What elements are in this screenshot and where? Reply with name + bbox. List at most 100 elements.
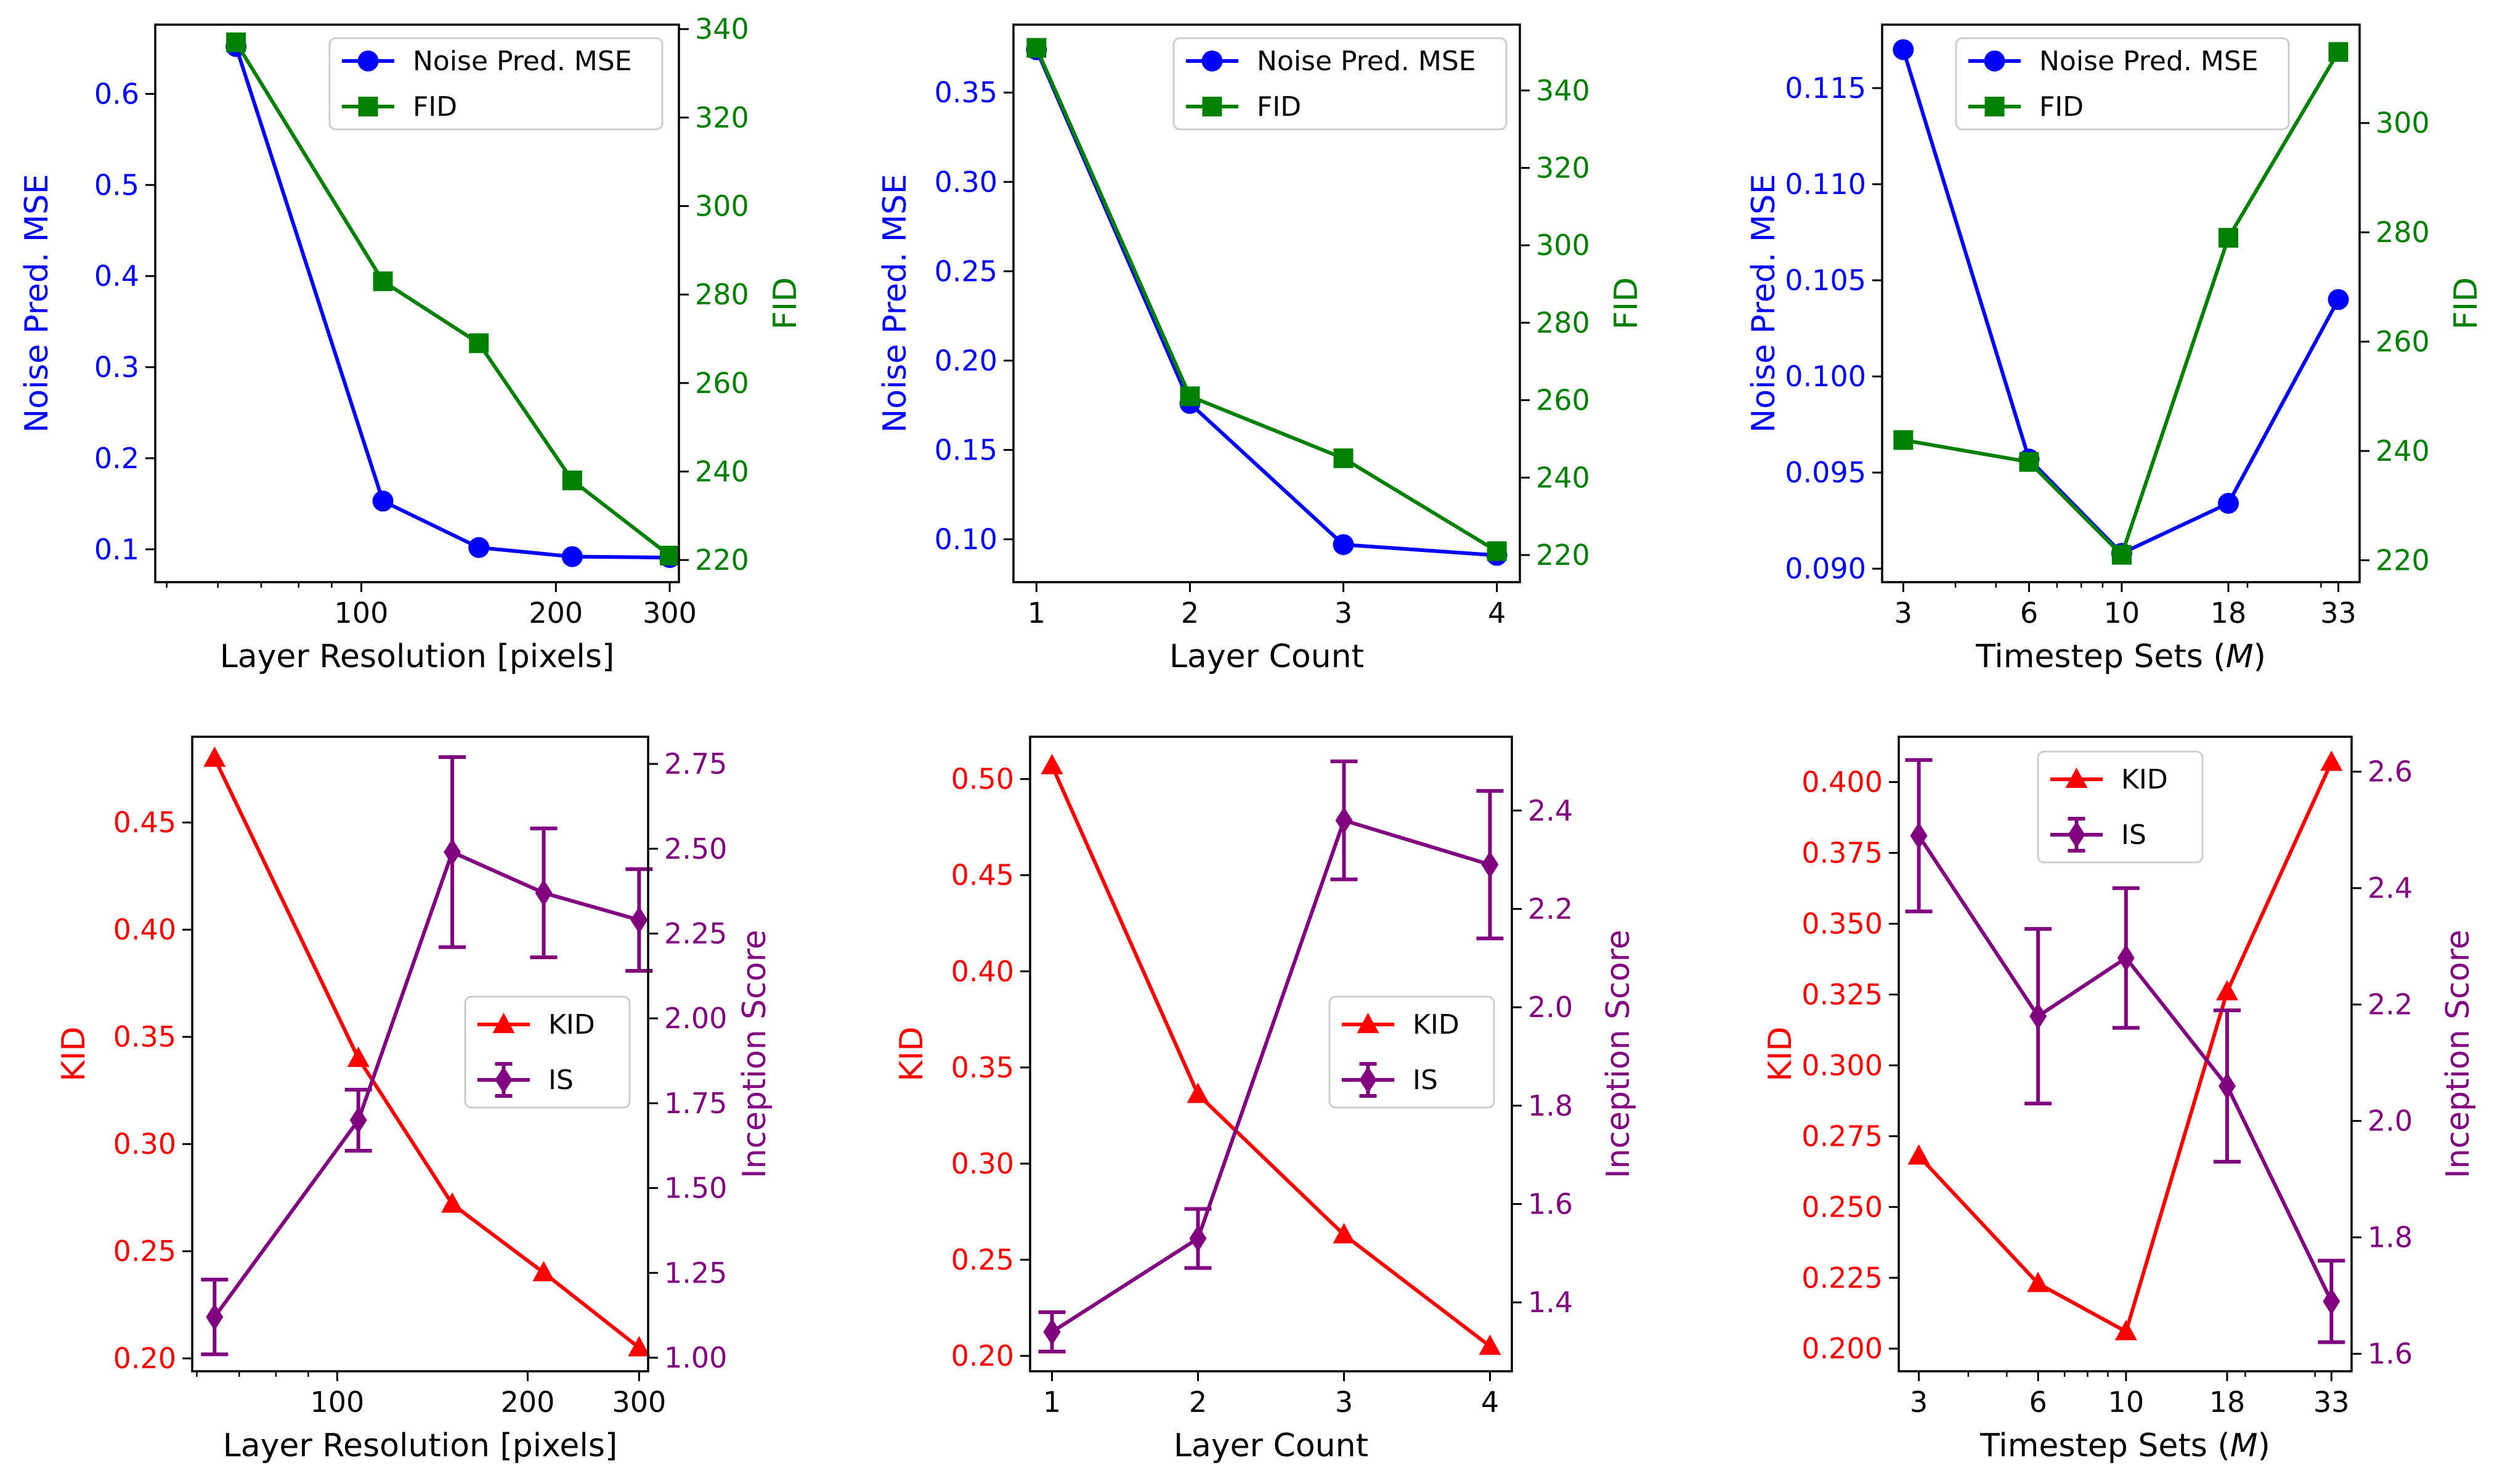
x-tick-label: 3 [1335, 1385, 1353, 1419]
x-tick-label: 33 [2320, 596, 2357, 630]
right-y-axis-label: FID [2448, 277, 2485, 330]
left-y-tick-label: 0.1 [94, 533, 139, 566]
data-point-square [1333, 448, 1354, 468]
right-y-tick-label: 1.8 [1528, 1089, 1573, 1122]
left-y-tick-label: 0.275 [1801, 1119, 1883, 1153]
legend-box [1172, 37, 1508, 131]
legend-marker [2065, 768, 2088, 788]
x-tick-label: 10 [2104, 596, 2140, 630]
right-y-axis-label: Inception Score [1600, 930, 1637, 1178]
x-tick-label: 3 [1334, 596, 1352, 630]
data-point-triangle [1907, 1144, 1930, 1165]
x-tick-label: 200 [529, 596, 583, 630]
right-y-tick-label: 2.2 [1528, 892, 1573, 925]
right-y-tick-label: 2.00 [664, 1002, 727, 1035]
legend-label: Noise Pred. MSE [413, 46, 632, 77]
right-y-axis-label: Inception Score [736, 930, 773, 1178]
x-tick-label: 10 [2108, 1385, 2145, 1419]
right-y-tick-label: 2.0 [1528, 991, 1573, 1024]
right-y-tick-label: 1.8 [2368, 1221, 2413, 1254]
right-y-tick-label: 300 [1536, 229, 1590, 262]
data-point-circle [2218, 493, 2239, 514]
right-y-tick-label: 240 [695, 455, 749, 488]
x-axis-label-part: M [2230, 1427, 2258, 1464]
data-point-diamond [1043, 1318, 1061, 1346]
left-y-tick-label: 0.20 [935, 344, 997, 377]
x-axis-label-part: ) [2258, 1427, 2270, 1464]
legend-label: KID [548, 1009, 595, 1040]
series-line-kid [1050, 764, 1492, 1348]
right-y-tick-label: 2.75 [664, 747, 727, 781]
x-tick-label: 4 [1488, 596, 1506, 630]
legend-marker [1359, 1066, 1377, 1093]
axes-frame [1012, 23, 1521, 583]
left-y-tick-label: 0.25 [951, 1243, 1014, 1276]
chart-panel-3: 3 6 10 18 33 0.090 0.095 0.100 0.105 0.110 0.115 22… [1745, 23, 2485, 675]
data-point-square [1893, 430, 1914, 450]
axes-frame [154, 23, 680, 583]
legend-box [2037, 750, 2204, 864]
data-point-square [2111, 545, 2132, 565]
x-tick-label: 6 [2029, 1385, 2047, 1419]
left-y-tick-label: 0.30 [113, 1127, 176, 1161]
legend-label: KID [1413, 1009, 1459, 1040]
x-tick-label: 33 [2313, 1385, 2350, 1419]
right-y-tick-label: 2.0 [2368, 1105, 2413, 1138]
data-point-diamond [1910, 822, 1928, 849]
right-y-tick-label: 320 [695, 101, 749, 134]
data-point-triangle [2027, 1271, 2050, 1292]
left-y-tick-label: 0.350 [1801, 907, 1883, 940]
left-y-axis-label: Noise Pred. MSE [18, 174, 55, 432]
right-y-tick-label: 1.6 [2368, 1337, 2413, 1371]
right-y-tick-label: 260 [1536, 384, 1590, 417]
legend-marker [1202, 97, 1222, 116]
data-point-diamond [349, 1106, 367, 1134]
left-y-tick-label: 0.325 [1801, 978, 1883, 1011]
right-y-tick-label: 2.25 [664, 917, 727, 950]
right-y-tick-label: 2.6 [2368, 755, 2413, 789]
data-point-triangle [1333, 1223, 1355, 1244]
left-y-tick-label: 0.100 [1785, 360, 1866, 393]
x-tick-label: 4 [1481, 1385, 1499, 1419]
left-y-tick-label: 0.25 [113, 1235, 176, 1268]
data-point-triangle [1041, 753, 1063, 774]
data-point-triangle [628, 1336, 651, 1356]
legend: KID IS [2037, 750, 2204, 864]
data-point-circle [372, 490, 394, 512]
chart-panel-1: 100 200 300 0.1 0.2 0.3 0.4 0.5 0.6 220 240 260 280 3… [18, 12, 804, 675]
legend-label: IS [1413, 1064, 1438, 1096]
legend-label: Noise Pred. MSE [1257, 46, 1476, 77]
right-y-tick-label: 240 [2376, 434, 2430, 468]
x-tick-label: 300 [612, 1385, 666, 1419]
data-point-square [2328, 42, 2349, 62]
data-point-triangle [1479, 1334, 1501, 1355]
legend-box [1955, 37, 2290, 131]
data-point-triangle [347, 1046, 370, 1067]
legend-label: FID [1257, 91, 1301, 123]
left-y-tick-label: 0.45 [113, 806, 176, 839]
right-y-tick-label: 280 [1536, 306, 1590, 339]
right-y-tick-label: 1.00 [664, 1341, 727, 1374]
data-point-circle [1893, 39, 1914, 60]
left-y-tick-label: 0.10 [935, 522, 997, 556]
x-axis-label: Timestep Sets (M) [1979, 1427, 2270, 1464]
data-point-square [2019, 452, 2039, 472]
chart-panel-6: 3 6 10 18 33 0.200 0.225 0.250 0.275 0.300 0.325 0.… [1762, 736, 2477, 1464]
left-y-tick-label: 0.6 [94, 77, 139, 110]
right-y-axis-label: FID [1608, 277, 1645, 330]
data-point-square [1180, 386, 1200, 407]
x-axis-label-part: ) [2254, 638, 2266, 675]
left-y-tick-label: 0.090 [1785, 552, 1866, 585]
left-y-tick-label: 0.20 [951, 1339, 1014, 1372]
legend-box [464, 995, 631, 1109]
right-y-tick-label: 220 [2376, 544, 2430, 577]
legend-marker [1357, 1013, 1379, 1033]
x-tick-label: 3 [1910, 1385, 1928, 1419]
axes-frame [1881, 23, 2361, 583]
left-y-tick-label: 0.50 [951, 763, 1014, 796]
data-point-diamond [206, 1303, 224, 1331]
x-tick-label: 2 [1189, 1385, 1207, 1419]
left-y-tick-label: 0.35 [951, 1051, 1014, 1084]
data-point-diamond [535, 879, 553, 907]
